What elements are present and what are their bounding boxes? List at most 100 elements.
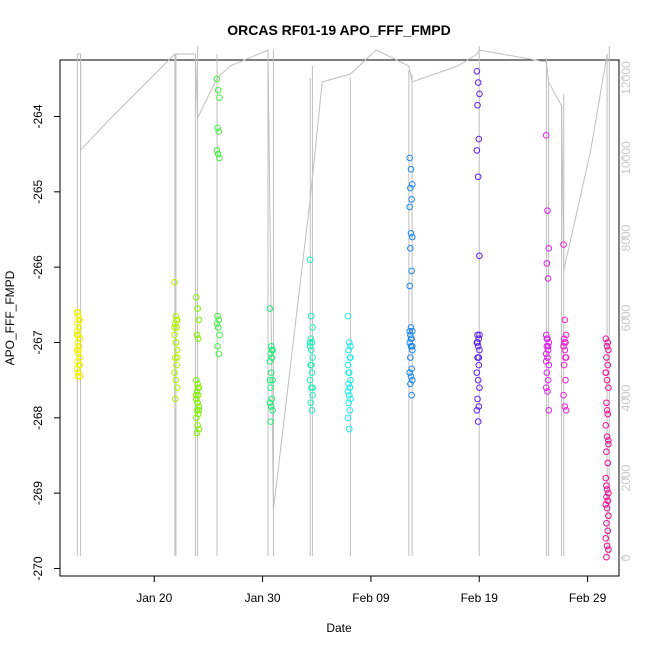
point-rf12-20 [602, 501, 610, 508]
point-rf12-14 [604, 459, 612, 467]
point-rf10-7 [545, 339, 553, 346]
point-rf03-16 [194, 422, 201, 429]
point-rf08-24 [408, 391, 415, 399]
point-rf03-8 [193, 388, 201, 395]
y-tick-label-2: -268 [31, 405, 45, 429]
point-rf09-2 [476, 90, 483, 98]
point-rf07-19 [346, 384, 354, 391]
point-rf04-6 [214, 150, 222, 158]
point-rf02-13 [171, 395, 179, 403]
point-rf01-8 [74, 339, 82, 346]
point-rf08-11 [407, 324, 415, 331]
point-rf01-20 [73, 331, 81, 339]
point-rf11-1 [561, 316, 569, 324]
point-rf01-18 [74, 309, 82, 316]
point-rf09-5 [473, 147, 481, 154]
y2-tick-label-0: 0 [619, 554, 633, 561]
point-rf12-2 [605, 346, 612, 354]
point-rf08-2 [409, 180, 416, 188]
point-rf12-3 [603, 354, 610, 361]
point-rf09-24 [475, 354, 483, 361]
point-rf04-8 [214, 312, 221, 320]
point-rf04-13 [214, 342, 221, 350]
point-rf12-33 [603, 482, 610, 489]
y-axis: -270 -269 -268 -267 -266 -265 -264 [31, 104, 60, 580]
point-rf01-19 [75, 316, 83, 324]
point-rf09-3 [474, 101, 481, 109]
point-rf10-5 [542, 331, 550, 339]
point-rf05-5 [266, 358, 274, 365]
point-rf04-4 [215, 128, 223, 135]
point-rf05-4 [268, 354, 276, 361]
point-rf12-21 [603, 504, 611, 512]
point-rf10-16 [544, 388, 551, 395]
point-rf08-7 [409, 233, 416, 241]
point-rf12-6 [603, 376, 611, 384]
point-rf01-9 [75, 342, 83, 350]
point-rf01-4 [75, 324, 83, 331]
point-rf10-4 [544, 275, 552, 282]
point-rf03-18 [193, 429, 201, 437]
point-rf05-15 [266, 376, 274, 384]
x-axis-label: Date [326, 621, 352, 635]
point-rf09-11 [474, 342, 482, 350]
point-rf12-28 [603, 553, 610, 561]
point-rf08-17 [409, 346, 416, 354]
point-rf01-5 [73, 327, 81, 335]
point-rf11-6 [561, 346, 569, 354]
point-rf07-16 [345, 425, 353, 433]
point-rf05-1 [267, 342, 275, 350]
point-rf10-1 [544, 207, 551, 214]
point-rf09-17 [476, 384, 483, 391]
point-rf09-22 [476, 331, 483, 339]
point-rf06-16 [308, 361, 315, 369]
point-rf05-9 [268, 395, 276, 403]
point-rf04-5 [213, 147, 221, 154]
point-rf04-14 [215, 350, 223, 358]
point-rf09-12 [476, 346, 483, 354]
point-rf12-25 [602, 535, 610, 542]
point-rf12-23 [603, 519, 610, 527]
point-rf08-19 [408, 365, 415, 373]
point-rf02-17 [173, 354, 181, 361]
point-rf03-19 [194, 384, 202, 391]
point-rf03-10 [192, 395, 200, 403]
point-rf10-18 [543, 335, 551, 343]
point-rf05-7 [269, 376, 276, 384]
y2-tick-label-4: 8000 [619, 224, 633, 251]
point-rf12-31 [603, 406, 611, 414]
point-rf10-0 [542, 132, 550, 139]
point-rf10-14 [544, 376, 552, 384]
point-rf11-14 [562, 354, 569, 361]
point-rf12-30 [602, 369, 610, 376]
point-rf03-5 [192, 376, 200, 384]
point-rf06-12 [309, 391, 316, 399]
point-rf04-3 [214, 124, 221, 132]
point-rf12-7 [605, 384, 612, 391]
point-rf06-4 [308, 339, 316, 346]
point-rf06-13 [307, 399, 314, 407]
point-rf12-32 [605, 437, 612, 444]
point-rf01-11 [75, 350, 82, 358]
point-rf02-11 [172, 376, 180, 384]
point-rf05-6 [267, 369, 275, 376]
point-rf12-8 [603, 399, 610, 407]
point-rf03-1 [194, 305, 201, 312]
point-rf09-19 [475, 403, 483, 410]
y-tick-label-5: -265 [31, 179, 45, 203]
point-rf03-15 [192, 414, 200, 422]
point-rf10-3 [543, 260, 551, 267]
point-rf04-9 [215, 316, 223, 324]
point-rf02-1 [172, 312, 180, 320]
point-rf03-21 [194, 399, 201, 407]
point-rf07-7 [347, 376, 354, 384]
point-rf03-2 [195, 316, 203, 324]
point-rf08-5 [406, 203, 414, 211]
point-rf12-16 [603, 486, 611, 493]
point-rf08-25 [406, 327, 414, 335]
point-rf09-6 [474, 173, 482, 181]
point-rf03-0 [192, 293, 200, 301]
point-rf12-24 [604, 527, 612, 535]
point-rf12-18 [603, 493, 610, 501]
point-rf03-20 [192, 391, 200, 399]
